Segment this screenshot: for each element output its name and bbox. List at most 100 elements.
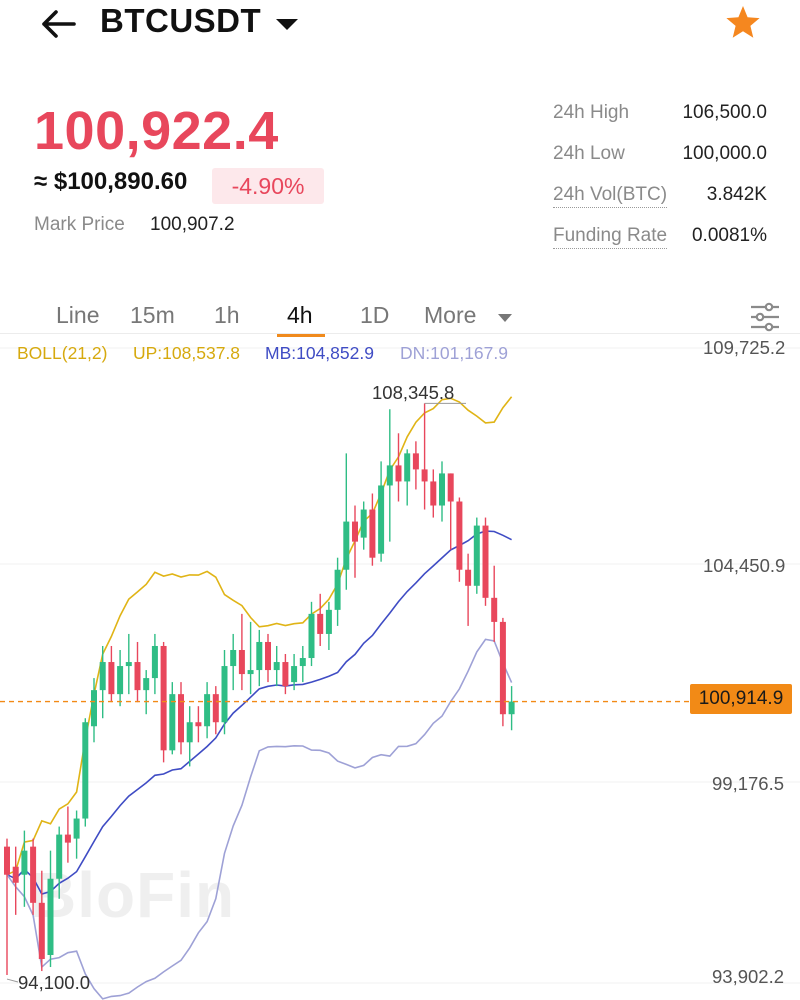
candle-body-17[interactable]	[151, 645, 158, 679]
boll-up-value: UP:108,537.8	[133, 343, 241, 363]
candle-body-9[interactable]	[82, 722, 89, 819]
change-percent-badge: -4.90%	[212, 168, 324, 204]
candle-body-16[interactable]	[143, 678, 150, 691]
candle-body-39[interactable]	[343, 521, 350, 570]
candle-body-36[interactable]	[317, 613, 324, 634]
candle-body-56[interactable]	[491, 597, 498, 622]
candle-body-12[interactable]	[108, 662, 115, 695]
candle-body-15[interactable]	[134, 662, 141, 691]
candle-body-50[interactable]	[439, 473, 445, 506]
interval-tabs: Line 15m 1h 4h 1D More	[0, 296, 800, 337]
arrow-left-icon[interactable]	[36, 4, 80, 44]
candle-body-43[interactable]	[378, 485, 385, 554]
candle-body-4[interactable]	[38, 902, 45, 960]
watermark: BloFin	[30, 859, 236, 931]
stat-label-24h-high: 24h High	[553, 102, 630, 123]
candle-body-38[interactable]	[334, 569, 341, 610]
stat-value-24h-vol: 3.842K	[706, 184, 767, 205]
symbol-title[interactable]: BTCUSDT	[100, 2, 262, 39]
boll-lower-band	[6, 638, 513, 1000]
candle-body-19[interactable]	[169, 694, 176, 751]
candle-body-49[interactable]	[430, 481, 437, 506]
candle-body-31[interactable]	[273, 662, 280, 671]
current-price-tag[interactable]: 100,914.9	[690, 684, 792, 714]
stat-label-24h-vol[interactable]: 24h Vol(BTC)	[553, 184, 668, 208]
y-axis-label-top: 109,725.2	[703, 337, 786, 358]
candle-body-44[interactable]	[386, 465, 393, 486]
candle-body-54[interactable]	[473, 525, 480, 586]
candle-body-5[interactable]	[47, 878, 54, 955]
candle-body-11[interactable]	[99, 662, 106, 691]
candle-body-47[interactable]	[412, 453, 419, 470]
stat-label-funding-rate[interactable]: Funding Rate	[553, 225, 668, 249]
candle-body-2[interactable]	[21, 850, 28, 875]
usd-equivalent-price: ≈ $100,890.60	[34, 168, 188, 195]
stat-label-24h-low: 24h Low	[553, 143, 625, 164]
y-axis-label-lower: 99,176.5	[712, 773, 785, 794]
stat-value-24h-high: 106,500.0	[682, 102, 767, 123]
candle-body-22[interactable]	[195, 722, 202, 727]
candle-body-20[interactable]	[178, 694, 184, 743]
candle-body-35[interactable]	[308, 613, 315, 659]
candle-body-28[interactable]	[247, 670, 254, 675]
candle-body-0[interactable]	[4, 846, 10, 875]
candle-body-23[interactable]	[204, 694, 211, 727]
tab-1h[interactable]: 1h	[214, 302, 240, 328]
candle-body-1[interactable]	[12, 866, 19, 883]
candle-body-29[interactable]	[256, 641, 263, 671]
candle-body-14[interactable]	[125, 662, 132, 667]
candle-body-8[interactable]	[73, 818, 80, 839]
candle-body-30[interactable]	[265, 641, 271, 671]
candle-body-51[interactable]	[447, 473, 454, 502]
candle-body-6[interactable]	[56, 834, 63, 879]
candle-body-52[interactable]	[456, 501, 463, 570]
candle-body-58[interactable]	[508, 701, 515, 715]
candle-body-18[interactable]	[160, 645, 167, 751]
caret-down-icon[interactable]	[272, 8, 302, 38]
candle-body-57[interactable]	[499, 621, 506, 715]
candle-body-32[interactable]	[282, 662, 289, 687]
candle-body-55[interactable]	[482, 525, 489, 598]
candle-body-48[interactable]	[421, 469, 428, 482]
star-icon[interactable]	[722, 2, 764, 44]
y-axis-label-bottom: 93,902.2	[712, 966, 785, 987]
tab-line[interactable]: Line	[56, 302, 100, 328]
candle-body-33[interactable]	[291, 666, 298, 683]
candle-body-10[interactable]	[91, 690, 97, 727]
candle-body-41[interactable]	[360, 509, 367, 538]
candle-body-3[interactable]	[30, 846, 37, 903]
tab-15m[interactable]: 15m	[130, 302, 175, 328]
candle-body-7[interactable]	[64, 834, 71, 843]
candle-body-24[interactable]	[212, 694, 219, 723]
stat-value-24h-low: 100,000.0	[682, 143, 767, 164]
candle-body-53[interactable]	[465, 569, 472, 586]
mark-price-value: 100,907.2	[150, 214, 235, 235]
candle-body-26[interactable]	[230, 649, 237, 667]
low-marker-line	[6, 978, 19, 983]
candle-body-25[interactable]	[221, 666, 228, 723]
chart-settings-icon[interactable]	[748, 300, 782, 334]
stat-value-funding-rate: 0.0081%	[691, 225, 767, 246]
boll-dn-value: DN:101,167.9	[400, 343, 508, 363]
boll-middle-band	[6, 530, 512, 895]
low-price-marker: 94,100.0	[18, 972, 91, 993]
candle-body-45[interactable]	[395, 465, 402, 482]
tabs-divider	[0, 333, 800, 334]
tab-4h[interactable]: 4h	[287, 302, 313, 328]
high-price-marker: 108,345.8	[372, 382, 455, 403]
candle-body-13[interactable]	[117, 666, 124, 695]
candle-body-42[interactable]	[369, 509, 376, 558]
candle-body-34[interactable]	[299, 658, 306, 667]
chart-canvas[interactable]	[0, 334, 800, 1000]
candle-body-37[interactable]	[325, 609, 332, 634]
tab-1d[interactable]: 1D	[360, 302, 390, 328]
candle-body-46[interactable]	[404, 453, 411, 482]
more-caret-down-icon[interactable]	[496, 312, 514, 324]
candle-body-21[interactable]	[186, 722, 193, 743]
tab-more[interactable]: More	[424, 302, 477, 328]
candlestick-chart[interactable]: BloFin	[0, 334, 800, 1000]
y-axis-label-upper: 104,450.9	[703, 555, 786, 576]
boll-indicator-name: BOLL(21,2)	[17, 343, 108, 363]
candle-body-40[interactable]	[352, 521, 358, 542]
candle-body-27[interactable]	[238, 649, 245, 675]
